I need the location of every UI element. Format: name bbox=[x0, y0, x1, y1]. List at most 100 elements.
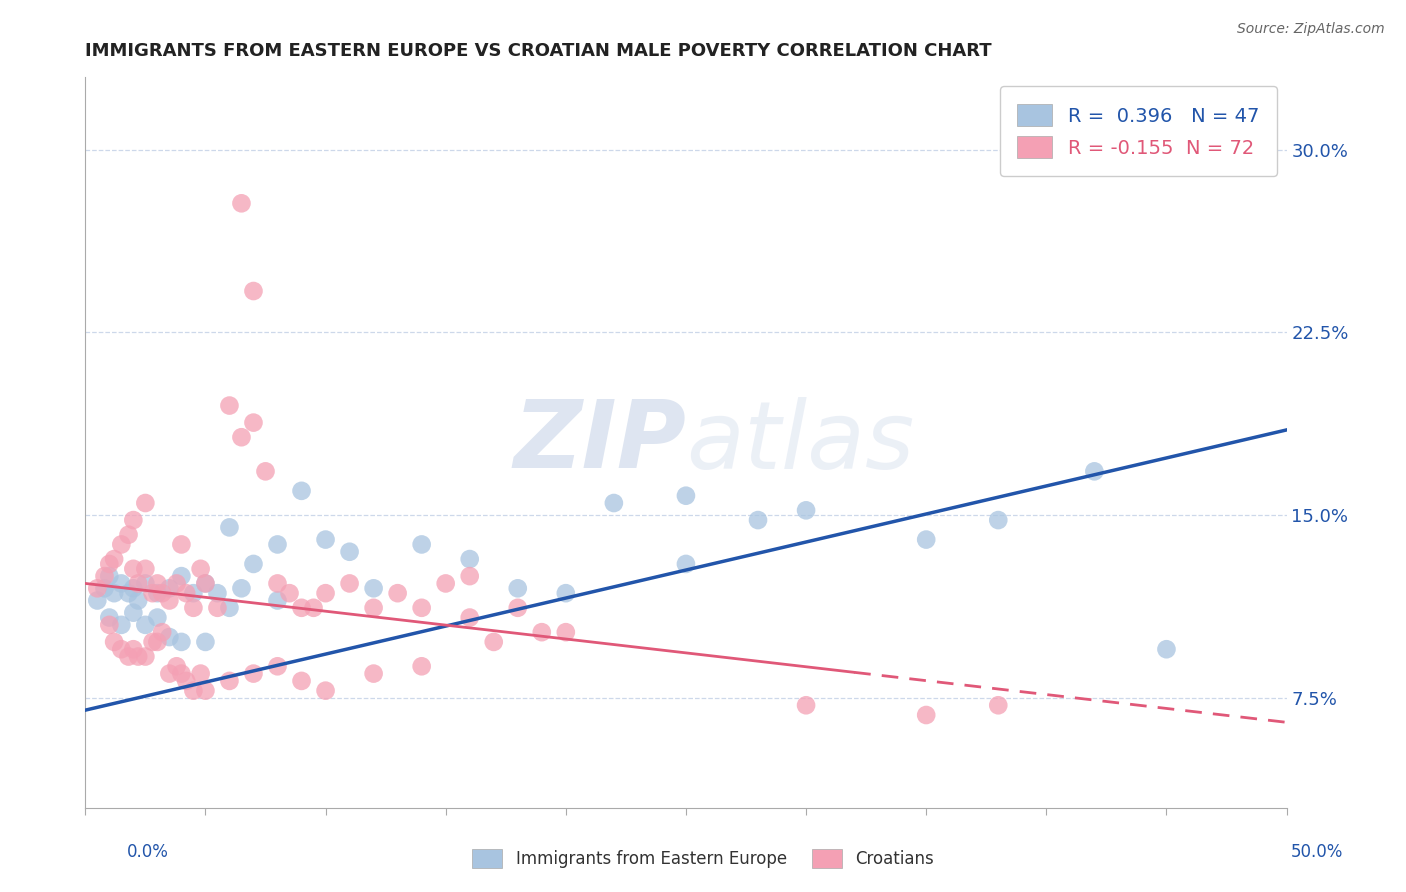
Point bbox=[915, 533, 938, 547]
Point bbox=[170, 569, 193, 583]
Point bbox=[603, 496, 626, 510]
Text: Source: ZipAtlas.com: Source: ZipAtlas.com bbox=[1237, 22, 1385, 37]
Point bbox=[117, 649, 139, 664]
Point bbox=[218, 399, 240, 413]
Point bbox=[363, 582, 385, 596]
Legend: Immigrants from Eastern Europe, Croatians: Immigrants from Eastern Europe, Croatian… bbox=[465, 843, 941, 875]
Point bbox=[166, 659, 188, 673]
Text: 0.0%: 0.0% bbox=[127, 843, 169, 861]
Point bbox=[194, 683, 217, 698]
Text: atlas: atlas bbox=[686, 397, 914, 488]
Text: ZIP: ZIP bbox=[513, 396, 686, 488]
Point bbox=[554, 586, 576, 600]
Point bbox=[98, 557, 121, 571]
Point bbox=[675, 489, 697, 503]
Point bbox=[183, 586, 205, 600]
Point bbox=[207, 600, 229, 615]
Point bbox=[183, 600, 205, 615]
Point bbox=[174, 586, 197, 600]
Point bbox=[675, 557, 697, 571]
Point bbox=[134, 496, 156, 510]
Point bbox=[194, 635, 217, 649]
Point bbox=[146, 586, 169, 600]
Point bbox=[987, 513, 1010, 527]
Point bbox=[278, 586, 301, 600]
Point bbox=[747, 513, 769, 527]
Point bbox=[266, 593, 288, 607]
Point bbox=[146, 635, 169, 649]
Point bbox=[110, 642, 132, 657]
Point bbox=[458, 569, 481, 583]
Point bbox=[86, 582, 108, 596]
Point bbox=[458, 610, 481, 624]
Point bbox=[110, 618, 132, 632]
Point bbox=[134, 649, 156, 664]
Point bbox=[315, 586, 337, 600]
Point bbox=[290, 600, 312, 615]
Point bbox=[103, 552, 125, 566]
Point bbox=[194, 576, 217, 591]
Point bbox=[434, 576, 457, 591]
Point bbox=[127, 576, 149, 591]
Point bbox=[110, 576, 132, 591]
Point bbox=[157, 582, 180, 596]
Point bbox=[190, 562, 212, 576]
Point bbox=[1083, 130, 1105, 145]
Point bbox=[110, 537, 132, 551]
Point bbox=[387, 586, 409, 600]
Legend: R =  0.396   N = 47, R = -0.155  N = 72: R = 0.396 N = 47, R = -0.155 N = 72 bbox=[1000, 87, 1277, 176]
Point bbox=[122, 642, 145, 657]
Point bbox=[506, 582, 529, 596]
Point bbox=[170, 666, 193, 681]
Point bbox=[93, 582, 115, 596]
Point bbox=[146, 576, 169, 591]
Point bbox=[242, 416, 264, 430]
Point bbox=[266, 576, 288, 591]
Point bbox=[93, 569, 115, 583]
Point bbox=[302, 600, 325, 615]
Point bbox=[242, 284, 264, 298]
Point bbox=[315, 683, 337, 698]
Point bbox=[411, 600, 433, 615]
Point bbox=[242, 666, 264, 681]
Point bbox=[98, 610, 121, 624]
Point bbox=[103, 635, 125, 649]
Point bbox=[190, 666, 212, 681]
Point bbox=[458, 552, 481, 566]
Point bbox=[218, 520, 240, 534]
Point bbox=[363, 666, 385, 681]
Point bbox=[194, 576, 217, 591]
Point bbox=[122, 562, 145, 576]
Point bbox=[411, 537, 433, 551]
Point bbox=[170, 635, 193, 649]
Point bbox=[794, 503, 817, 517]
Point bbox=[482, 635, 505, 649]
Point bbox=[290, 673, 312, 688]
Point bbox=[157, 666, 180, 681]
Point bbox=[117, 527, 139, 541]
Point bbox=[554, 625, 576, 640]
Point bbox=[150, 625, 173, 640]
Point bbox=[103, 586, 125, 600]
Point bbox=[254, 464, 277, 478]
Point bbox=[315, 533, 337, 547]
Point bbox=[266, 537, 288, 551]
Point bbox=[987, 698, 1010, 713]
Point bbox=[290, 483, 312, 498]
Point bbox=[142, 586, 165, 600]
Point bbox=[231, 430, 253, 444]
Point bbox=[150, 586, 173, 600]
Point bbox=[122, 606, 145, 620]
Point bbox=[117, 586, 139, 600]
Point bbox=[506, 600, 529, 615]
Point bbox=[339, 576, 361, 591]
Point bbox=[170, 537, 193, 551]
Point bbox=[411, 659, 433, 673]
Point bbox=[183, 683, 205, 698]
Text: IMMIGRANTS FROM EASTERN EUROPE VS CROATIAN MALE POVERTY CORRELATION CHART: IMMIGRANTS FROM EASTERN EUROPE VS CROATI… bbox=[86, 42, 991, 60]
Point bbox=[530, 625, 553, 640]
Point bbox=[363, 600, 385, 615]
Point bbox=[1083, 464, 1105, 478]
Point bbox=[218, 600, 240, 615]
Point bbox=[157, 593, 180, 607]
